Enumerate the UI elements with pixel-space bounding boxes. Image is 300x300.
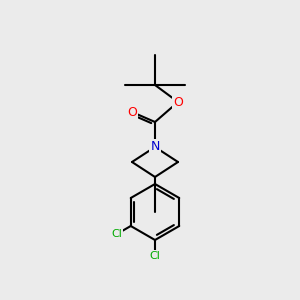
Text: N: N — [150, 140, 160, 154]
Text: O: O — [173, 95, 183, 109]
Text: Cl: Cl — [150, 251, 160, 261]
Text: O: O — [127, 106, 137, 118]
Text: Cl: Cl — [112, 229, 122, 239]
